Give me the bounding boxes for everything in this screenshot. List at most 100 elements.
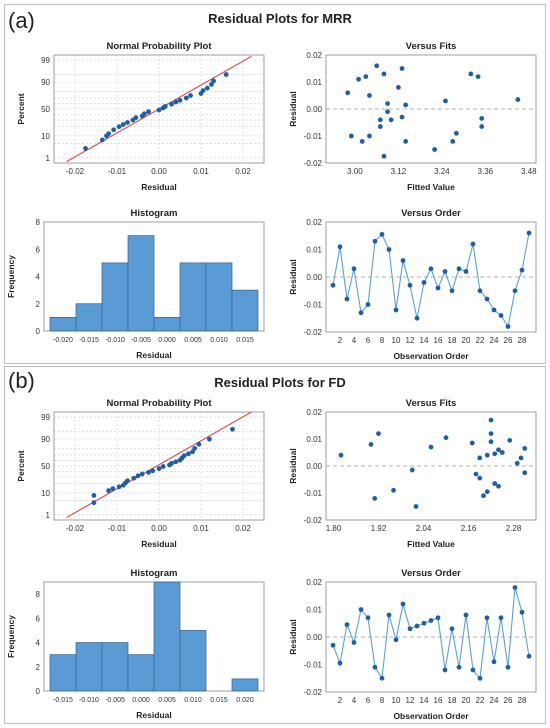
fd-versus-order-ytick-label: -0.02	[304, 688, 323, 697]
fd-normal-prob-title: Normal Probability Plot	[106, 398, 212, 409]
mrr-histogram-bar	[101, 262, 129, 332]
mrr-versus-fits-point	[377, 124, 383, 129]
mrr-histogram-ylabel: Frequency	[6, 255, 16, 298]
fd-versus-order-xtick-label: 8	[380, 696, 385, 705]
fd-versus-fits-point	[496, 447, 501, 453]
mrr-histogram-ytick-label: 4	[36, 273, 41, 282]
fd-versus-order-point	[421, 620, 427, 626]
fd-normal-prob-ylabel: Percent	[16, 450, 26, 481]
fd-versus-fits-point	[391, 487, 396, 493]
mrr-versus-order-point	[393, 307, 399, 313]
fd-versus-order-point	[386, 612, 392, 618]
fd-histogram-ytick-label: 4	[36, 639, 41, 648]
fd-versus-fits-point	[507, 437, 513, 443]
fd-versus-order-xtick-label: 12	[406, 696, 415, 705]
mrr-versus-order-point	[491, 307, 497, 313]
fd-versus-fits-xtick-label: 1.80	[326, 524, 342, 533]
fd-normal-prob-ytick-label: 1	[46, 511, 51, 520]
fd-versus-order-ytick-label: 0.01	[306, 606, 322, 615]
fd-versus-fits-xtick-label: 2.16	[461, 524, 477, 533]
fd-versus-order-point	[365, 615, 371, 621]
fd-versus-order-xtick-label: 20	[462, 696, 471, 705]
fd-normal-prob-point	[156, 466, 162, 472]
mrr-versus-order-title: Versus Order	[401, 208, 461, 219]
mrr-versus-order-point	[344, 296, 350, 302]
mrr-versus-order-ytick-label: 0.01	[306, 246, 322, 255]
mrr-normal-prob-xtick-label: 0.00	[151, 167, 167, 176]
fd-normal-prob-point	[207, 436, 212, 442]
fd-versus-order-point	[344, 622, 350, 628]
mrr-histogram-bar	[179, 262, 207, 332]
mrr-versus-order-point	[435, 285, 441, 291]
mrr-normal-prob-point	[162, 103, 168, 109]
fd-versus-order-point	[407, 626, 413, 632]
mrr-versus-order-point	[526, 230, 532, 236]
mrr-normal-prob-point	[156, 107, 162, 113]
fd-histogram-bar	[153, 581, 181, 692]
fd-histogram-xtick-label: 0.015	[210, 697, 228, 704]
fd-versus-fits-point	[488, 431, 494, 436]
mrr-histogram-xtick-label: 0.005	[184, 337, 202, 344]
fd-normal-prob-point	[116, 484, 122, 490]
mrr-versus-fits-xtick-label: 3.36	[478, 167, 494, 176]
fd-histogram-bar	[49, 654, 77, 692]
mrr-versus-order-point	[372, 238, 378, 244]
mrr-versus-fits-point	[403, 139, 409, 144]
mrr-versus-fits-point	[399, 114, 405, 120]
mrr-versus-order-point	[512, 288, 518, 294]
fd-versus-order-point	[512, 585, 518, 590]
mrr-versus-order-ytick-label: 0.02	[306, 218, 322, 227]
mrr-normal-prob-point	[223, 72, 229, 77]
fd-normal-prob-point	[196, 441, 202, 447]
fd-versus-fits-point	[496, 483, 501, 489]
mrr-normal-prob-point	[177, 97, 183, 103]
mrr-versus-fits-point	[348, 133, 354, 139]
fd-versus-fits-point	[428, 444, 434, 450]
panel-label-b: (b)	[8, 368, 35, 393]
mrr-versus-fits-point	[388, 117, 394, 123]
fd-versus-fits-point	[443, 435, 449, 441]
mrr-versus-order-point	[449, 288, 455, 294]
mrr-versus-order-ytick-label: -0.02	[304, 328, 323, 337]
fd-normal-prob-point	[91, 500, 97, 506]
mrr-versus-fits-xtick-label: 3.00	[347, 167, 363, 176]
mrr-versus-fits-point	[453, 130, 459, 136]
mrr-versus-fits-title: Versus Fits	[406, 41, 457, 52]
mrr-versus-fits-point	[345, 90, 351, 96]
fd-versus-order-ytick-label: -0.01	[304, 661, 323, 670]
fd-versus-order-xtick-label: 6	[366, 696, 371, 705]
fd-normal-prob-point	[186, 451, 191, 457]
mrr-histogram-ytick-label: 6	[36, 245, 41, 254]
fd-versus-fits-point	[469, 440, 475, 446]
fd-histogram-xtick-label: 0.020	[236, 697, 254, 704]
mrr-normal-prob-ytick-label: 90	[41, 78, 50, 87]
mrr-versus-fits-point	[479, 124, 485, 129]
mrr-versus-order-xtick-label: 16	[434, 336, 443, 345]
mrr-histogram-xtick-label: -0.015	[79, 337, 99, 344]
fd-versus-order-xtick-label: 14	[420, 696, 429, 705]
fd-versus-order-xtick-label: 22	[476, 696, 485, 705]
mrr-normal-prob-point	[133, 115, 139, 121]
fd-histogram-xtick-label: -0.005	[105, 697, 125, 704]
fd-normal-prob-xtick-label: -0.01	[108, 524, 127, 533]
fd-normal-prob-point	[192, 445, 198, 451]
fd-versus-order-xtick-label: 4	[352, 696, 357, 705]
mrr-versus-fits-point	[377, 117, 383, 123]
mrr-versus-fits-point	[381, 71, 387, 77]
fd-versus-order-point	[519, 609, 525, 615]
mrr-versus-fits-ytick-label: -0.02	[304, 159, 323, 168]
mrr-normal-prob-xtick-label: -0.01	[108, 167, 127, 176]
fd-normal-prob-fit-line	[66, 411, 252, 519]
fd-versus-order-point	[351, 640, 357, 645]
fd-versus-fits-point	[522, 446, 528, 451]
fd-versus-fits-xtick-label: 2.04	[416, 524, 432, 533]
mrr-normal-prob-xlabel: Residual	[141, 182, 176, 192]
fd-normal-prob-point	[190, 449, 196, 455]
fd-histogram-ytick-label: 0	[36, 687, 41, 696]
mrr-versus-fits-ytick-label: 0.01	[306, 78, 322, 87]
mrr-versus-fits-ytick-label: -0.01	[304, 132, 323, 141]
mrr-histogram-bar	[153, 317, 181, 332]
mrr-normal-prob-xtick-label: 0.02	[235, 167, 251, 176]
fd-normal-prob-point	[150, 468, 156, 474]
